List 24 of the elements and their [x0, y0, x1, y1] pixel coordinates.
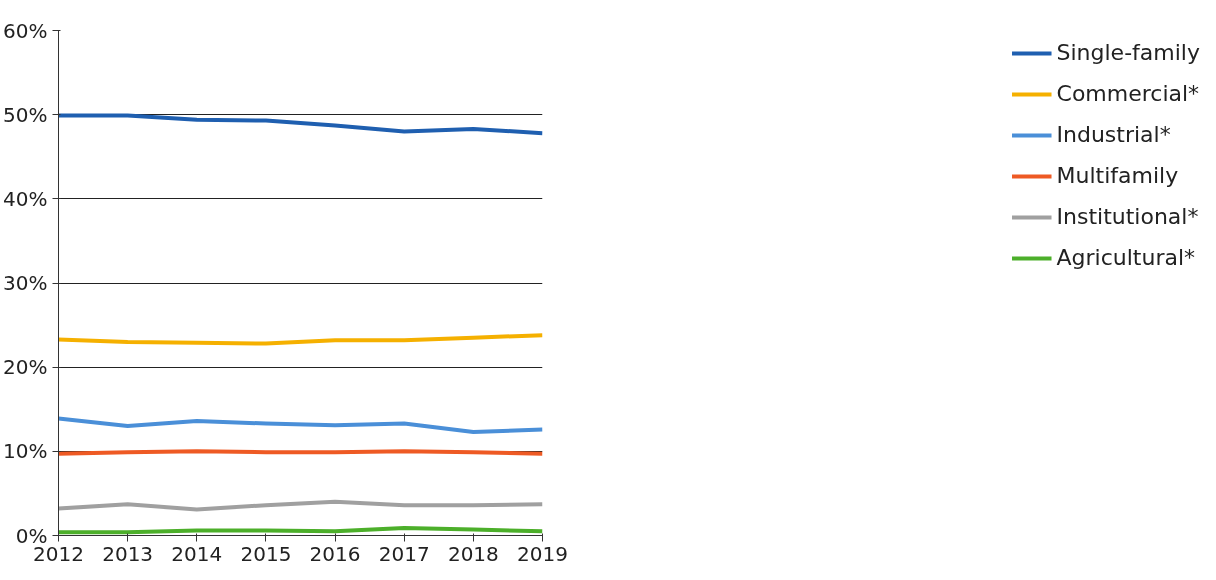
x-tick-label: 2019 — [517, 541, 568, 566]
y-tick-label: 0% — [15, 523, 48, 548]
y-tick-label: 40% — [3, 186, 48, 211]
y-tick-label: 10% — [3, 439, 48, 464]
x-tick-label: 2013 — [102, 541, 154, 566]
x-tick-label: 2017 — [378, 541, 430, 566]
y-tick-label: 30% — [3, 271, 48, 295]
line-series — [58, 333, 543, 346]
x-tick-label: 2018 — [447, 541, 499, 566]
y-tick-label: 20% — [3, 355, 48, 380]
x-tick-label: 2016 — [309, 541, 361, 566]
x-tick-label: 2015 — [240, 541, 292, 566]
legend-label: Single-family — [1056, 40, 1200, 65]
line-series — [58, 113, 543, 136]
legend-label: Institutional* — [1056, 204, 1199, 229]
y-tick-label: 60% — [3, 18, 48, 43]
legend-label: Agricultural* — [1056, 245, 1196, 270]
x-tick-label: 2014 — [171, 541, 223, 566]
legend-label: Industrial* — [1056, 122, 1171, 147]
line-series — [58, 499, 543, 512]
legend-label: Multifamily — [1056, 163, 1179, 188]
line-series — [58, 416, 543, 434]
legend-label: Commercial* — [1056, 81, 1200, 106]
y-tick-label: 50% — [3, 102, 48, 127]
